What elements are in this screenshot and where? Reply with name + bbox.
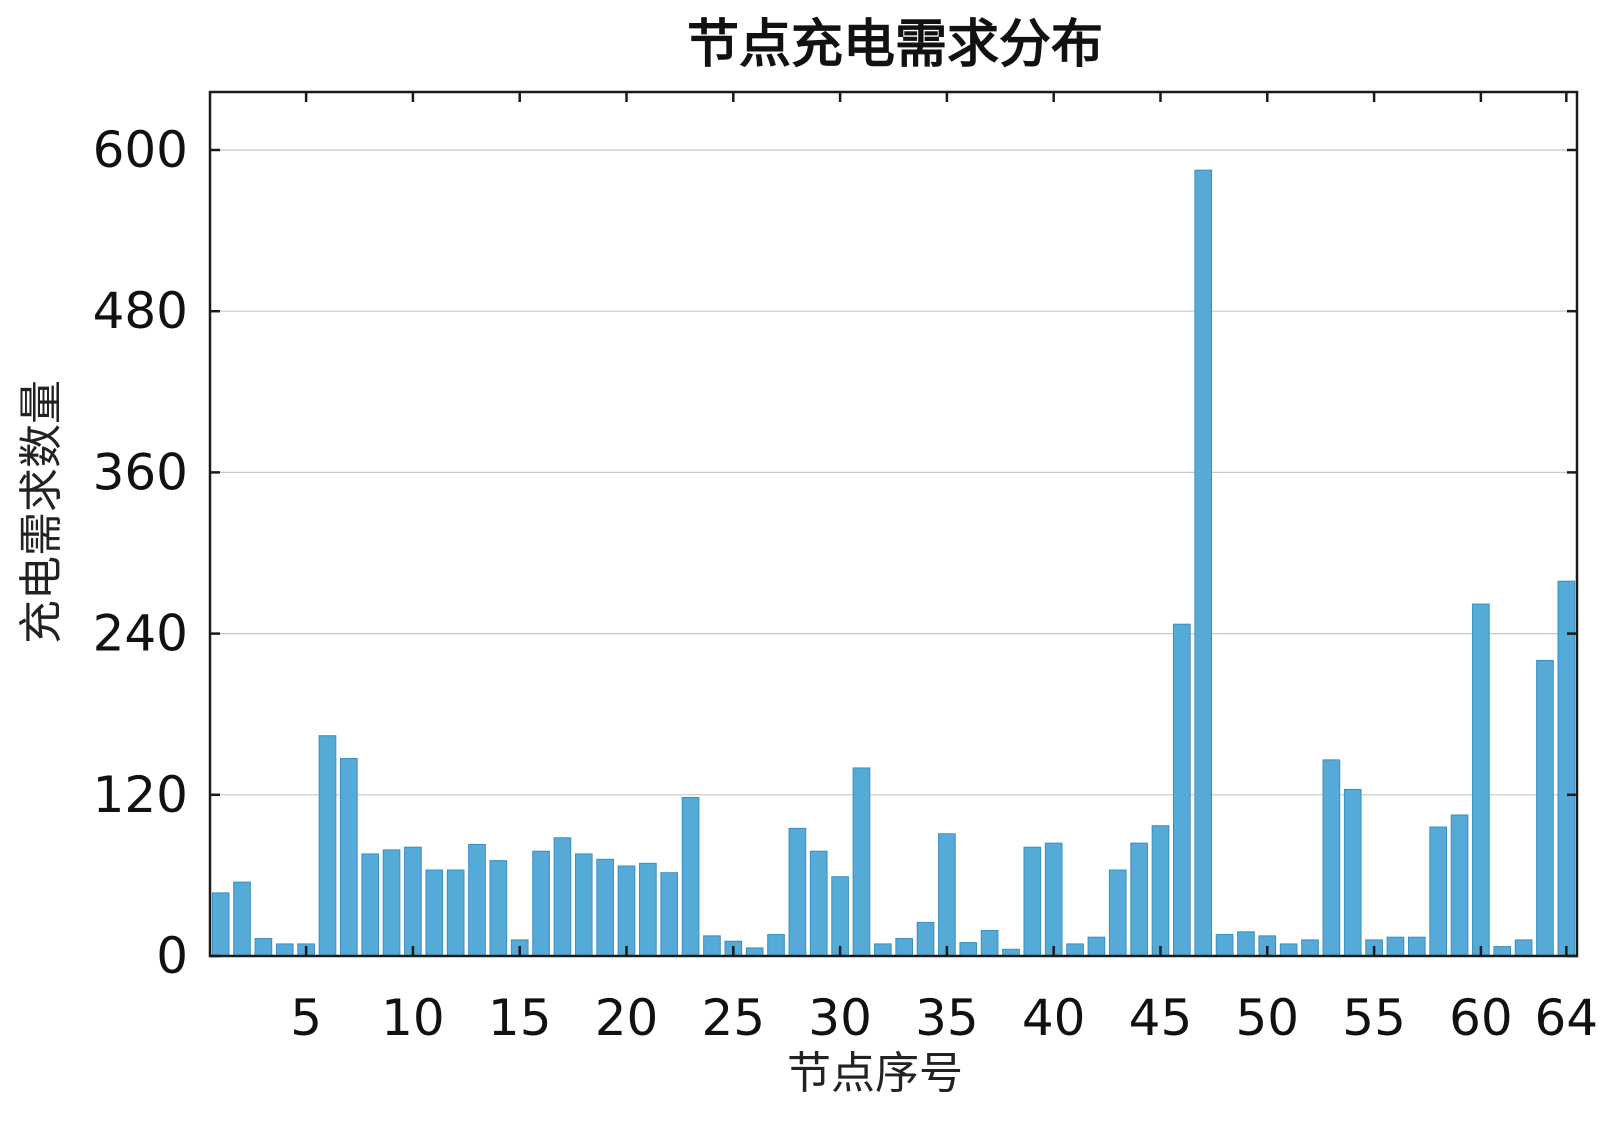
xtick-label-25: 25	[701, 989, 765, 1047]
bar-node-6	[318, 735, 337, 957]
bar-node-43	[1108, 869, 1127, 957]
x-tick-labels: 5 10 15 20 25 30 35 40 45 50 55 60 64	[290, 989, 1598, 1047]
bar-node-42	[1087, 936, 1106, 957]
bar-node-19	[596, 858, 614, 957]
bar-node-3	[254, 938, 273, 957]
bar-node-34	[916, 921, 935, 957]
bar-node-17	[553, 837, 572, 957]
xtick-label-64: 64	[1535, 989, 1599, 1047]
bar-node-24	[703, 935, 721, 957]
bar-node-61	[1493, 946, 1512, 957]
xtick-label-30: 30	[808, 989, 872, 1047]
bar-node-21	[639, 862, 657, 957]
bar-node-41	[1066, 943, 1084, 957]
bar-node-9	[382, 849, 401, 957]
bar-node-30	[831, 876, 849, 957]
bar-node-56	[1386, 936, 1405, 957]
xtick-label-45: 45	[1129, 989, 1193, 1047]
y-tick-labels: 0 120 240 360 480 600	[93, 121, 188, 985]
bar-node-16	[532, 850, 550, 957]
bar-node-45	[1151, 825, 1170, 957]
bar-node-31	[852, 767, 871, 957]
bar-node-44	[1130, 842, 1148, 957]
xtick-label-55: 55	[1342, 989, 1406, 1047]
xtick-label-35: 35	[915, 989, 979, 1047]
bar-node-47	[1194, 169, 1213, 957]
bar-node-7	[340, 758, 358, 957]
bar-node-46	[1173, 623, 1191, 957]
bar-node-64	[1557, 580, 1576, 957]
ytick-label-120: 120	[93, 766, 188, 824]
y-axis-label: 充电需求数量	[16, 380, 67, 644]
bar-node-40	[1044, 842, 1063, 957]
ticks	[210, 92, 1577, 958]
bar-node-36	[959, 942, 978, 957]
ytick-label-480: 480	[93, 282, 188, 340]
bar-node-49	[1237, 931, 1255, 957]
xtick-label-10: 10	[381, 989, 445, 1047]
bar-node-35	[938, 833, 956, 957]
xtick-label-60: 60	[1449, 989, 1513, 1047]
bar-node-54	[1343, 788, 1362, 957]
ytick-label-240: 240	[93, 605, 188, 663]
bar-node-14	[489, 860, 508, 957]
bar-node-52	[1301, 939, 1319, 957]
xtick-label-40: 40	[1022, 989, 1086, 1047]
bar-node-23	[681, 796, 700, 957]
bar-node-58	[1429, 826, 1447, 957]
bar-node-37	[980, 929, 999, 957]
bar-node-20	[617, 865, 636, 957]
x-axis-label: 节点序号	[787, 1048, 963, 1099]
bar-node-13	[468, 844, 486, 957]
bar-node-29	[809, 850, 828, 957]
bar-node-32	[873, 943, 892, 957]
xtick-label-50: 50	[1235, 989, 1299, 1047]
gridlines	[210, 149, 1577, 796]
bar-node-2	[233, 881, 251, 957]
chart-title: 节点充电需求分布	[687, 15, 1103, 75]
xtick-label-20: 20	[595, 989, 659, 1047]
bar-node-1	[211, 892, 230, 957]
bar-node-39	[1023, 846, 1042, 957]
bars	[211, 169, 1576, 957]
plot-frame	[208, 90, 1579, 958]
bar-node-28	[788, 827, 807, 957]
bar-node-12	[446, 869, 465, 957]
bar-node-48	[1215, 934, 1234, 957]
xtick-label-15: 15	[488, 989, 552, 1047]
xtick-label-5: 5	[290, 989, 322, 1047]
bar-node-59	[1450, 814, 1469, 957]
bar-node-11	[425, 869, 444, 957]
bar-node-10	[404, 846, 422, 957]
bar-node-53	[1322, 759, 1341, 957]
bar-node-18	[574, 853, 593, 957]
bar-node-27	[767, 934, 785, 957]
ytick-label-360: 360	[93, 443, 188, 501]
bar-node-33	[895, 938, 914, 957]
bar-node-60	[1472, 603, 1490, 957]
bar-node-57	[1407, 936, 1426, 957]
ytick-label-600: 600	[93, 121, 188, 179]
bar-node-62	[1514, 939, 1533, 957]
bar-node-8	[361, 853, 380, 957]
bar-node-4	[275, 943, 294, 957]
bar-node-22	[660, 872, 679, 957]
bar-node-63	[1536, 659, 1554, 957]
bar-node-51	[1279, 943, 1298, 957]
ytick-label-0: 0	[156, 927, 188, 985]
